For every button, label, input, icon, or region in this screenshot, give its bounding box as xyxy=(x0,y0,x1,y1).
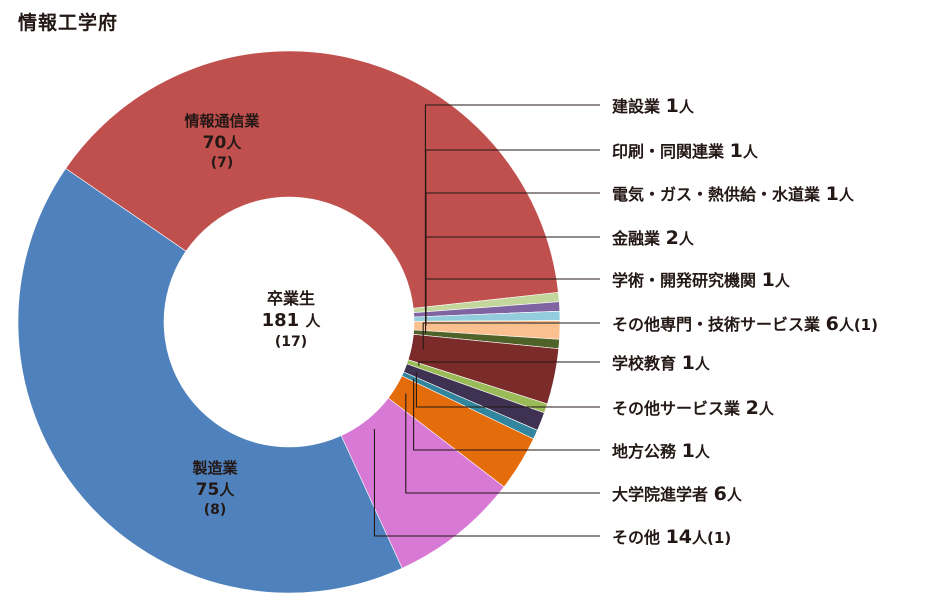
slice-label-name: 大学院進学者 xyxy=(612,485,714,504)
slice-label-1: 建設業 1人 xyxy=(612,95,695,117)
slice-label-3: 電気・ガス・熱供給・水道業 1人 xyxy=(612,183,855,205)
slice-label-sub-0: (7) xyxy=(211,155,234,171)
slice-label-unit: 人 xyxy=(839,186,855,204)
slice-label-name: 電気・ガス・熱供給・水道業 xyxy=(612,185,826,204)
slice-label-10: 大学院進学者 6人 xyxy=(612,483,743,505)
leader-line-10 xyxy=(405,393,600,494)
slice-label-unit: 人 xyxy=(759,400,775,418)
slice-label-value: 1 xyxy=(826,183,839,205)
slice-label-unit: 人 xyxy=(743,143,759,161)
slice-label-sub: (1) xyxy=(854,316,878,334)
slice-label-value-0: 70人 xyxy=(203,133,243,153)
slice-label-8: その他サービス業 2人 xyxy=(612,397,775,419)
slice-label-name: その他サービス業 xyxy=(612,399,746,418)
slice-label-unit: 人 xyxy=(727,486,743,504)
slice-label-value: 1 xyxy=(682,440,695,462)
slice-label-9: 地方公務 1人 xyxy=(612,440,711,462)
slice-label-value: 1 xyxy=(682,352,695,374)
slice-label-unit: 人 xyxy=(695,355,711,373)
slice-label-name: 学校教育 xyxy=(612,354,682,373)
slice-12 xyxy=(17,168,403,594)
slice-label-value: 6 xyxy=(826,313,839,335)
slice-label-unit: 人 xyxy=(839,316,855,334)
slice-label-11: その他 14人(1) xyxy=(612,526,731,548)
slice-label-name: その他専門・技術サービス業 xyxy=(612,315,826,334)
slice-label-name: 印刷・同関連業 xyxy=(612,142,730,161)
center-sub: (17) xyxy=(275,334,307,350)
slice-label-name: その他 xyxy=(612,528,666,547)
slice-label-name: 金融業 xyxy=(611,229,666,248)
slice-label-sub: (1) xyxy=(707,529,731,547)
slice-0 xyxy=(65,50,559,309)
slice-label-value: 1 xyxy=(730,140,743,162)
leader-line-9 xyxy=(413,378,600,451)
leader-line-7 xyxy=(418,361,600,366)
slice-label-sub-12: (8) xyxy=(204,502,227,518)
slice-label-value: 1 xyxy=(762,269,775,291)
chart-center-label: 卒業生 181 人 (17) xyxy=(262,289,322,350)
center-total: 181 人 xyxy=(262,310,322,331)
slice-label-unit: 人 xyxy=(695,443,711,461)
slice-label-name-0: 情報通信業 xyxy=(184,112,260,130)
slice-label-value: 1 xyxy=(666,95,679,117)
leader-line-11 xyxy=(373,429,600,537)
slice-label-name: 建設業 xyxy=(612,97,666,116)
slice-label-value: 2 xyxy=(666,227,679,249)
slice-label-unit: 人 xyxy=(775,272,791,290)
slice-label-value: 2 xyxy=(746,397,759,419)
slice-label-unit: 人 xyxy=(679,230,695,248)
slice-label-4: 金融業 2人 xyxy=(611,227,695,249)
leader-line-5 xyxy=(424,278,600,334)
leader-line-6 xyxy=(422,322,600,350)
page-title: 情報工学府 xyxy=(18,12,119,34)
slice-label-value-12: 75人 xyxy=(196,480,236,500)
slice-label-5: 学術・開発研究機関 1人 xyxy=(612,269,791,291)
slice-label-value: 6 xyxy=(714,483,727,505)
slice-label-name: 地方公務 xyxy=(612,442,682,461)
slice-label-value: 14 xyxy=(666,526,692,548)
center-label: 卒業生 xyxy=(267,289,315,308)
slice-label-name: 学術・開発研究機関 xyxy=(612,271,762,290)
leader-line-8 xyxy=(415,372,600,408)
slice-label-unit: 人 xyxy=(692,529,708,547)
slice-label-name-12: 製造業 xyxy=(191,459,238,477)
chart-leader-lines xyxy=(373,104,600,537)
slice-label-2: 印刷・同関連業 1人 xyxy=(612,140,759,162)
slice-label-6: その他専門・技術サービス業 6人(1) xyxy=(612,313,878,335)
slice-label-7: 学校教育 1人 xyxy=(612,352,711,374)
slice-label-unit: 人 xyxy=(679,98,695,116)
chart-slices xyxy=(17,50,561,594)
